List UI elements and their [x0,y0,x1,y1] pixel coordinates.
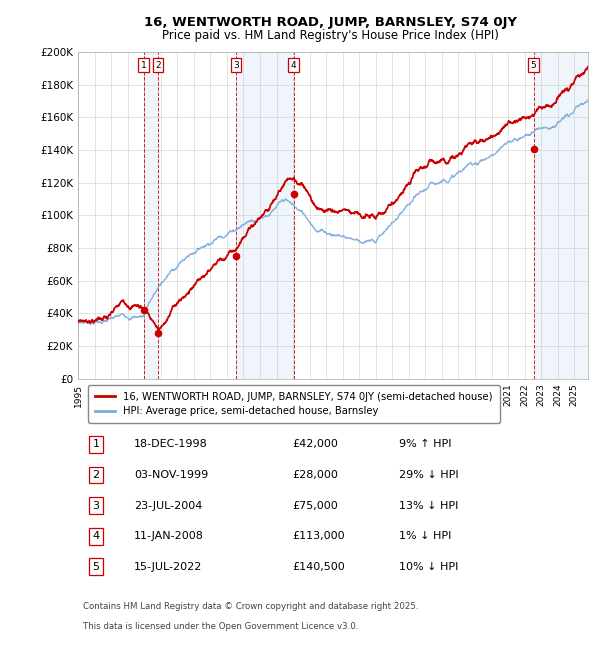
Text: Contains HM Land Registry data © Crown copyright and database right 2025.: Contains HM Land Registry data © Crown c… [83,602,419,610]
Legend: 16, WENTWORTH ROAD, JUMP, BARNSLEY, S74 0JY (semi-detached house), HPI: Average : 16, WENTWORTH ROAD, JUMP, BARNSLEY, S74 … [88,385,500,423]
Text: 1% ↓ HPI: 1% ↓ HPI [400,531,452,541]
Bar [143,52,158,379]
Text: £113,000: £113,000 [292,531,345,541]
Text: 4: 4 [92,531,100,541]
Text: 4: 4 [291,60,296,70]
Text: 2: 2 [92,470,100,480]
Text: This data is licensed under the Open Government Licence v3.0.: This data is licensed under the Open Gov… [83,623,358,631]
Text: £28,000: £28,000 [292,470,338,480]
Bar [236,52,293,379]
Text: 11-JAN-2008: 11-JAN-2008 [134,531,204,541]
Text: 13% ↓ HPI: 13% ↓ HPI [400,500,458,511]
Text: 03-NOV-1999: 03-NOV-1999 [134,470,208,480]
Text: 10% ↓ HPI: 10% ↓ HPI [400,562,458,572]
Text: 1: 1 [140,60,146,70]
Text: 2: 2 [155,60,161,70]
Text: 5: 5 [92,562,100,572]
Text: Price paid vs. HM Land Registry's House Price Index (HPI): Price paid vs. HM Land Registry's House … [161,29,499,42]
Text: 3: 3 [233,60,239,70]
Text: £75,000: £75,000 [292,500,338,511]
Text: 15-JUL-2022: 15-JUL-2022 [134,562,202,572]
Bar [533,52,588,379]
Text: 23-JUL-2004: 23-JUL-2004 [134,500,202,511]
Text: 1: 1 [92,439,100,449]
Text: £140,500: £140,500 [292,562,345,572]
Text: 3: 3 [92,500,100,511]
Text: 29% ↓ HPI: 29% ↓ HPI [400,470,459,480]
Text: 9% ↑ HPI: 9% ↑ HPI [400,439,452,449]
Text: 5: 5 [531,60,536,70]
Text: £42,000: £42,000 [292,439,338,449]
Text: 16, WENTWORTH ROAD, JUMP, BARNSLEY, S74 0JY: 16, WENTWORTH ROAD, JUMP, BARNSLEY, S74 … [143,16,517,29]
Text: 18-DEC-1998: 18-DEC-1998 [134,439,208,449]
